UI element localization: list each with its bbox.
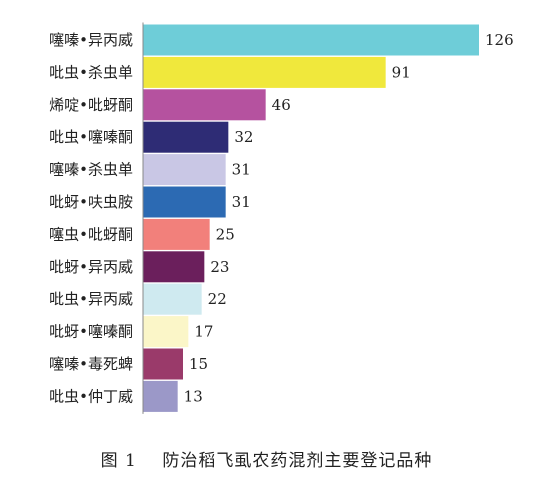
bar	[143, 348, 183, 380]
value-label: 13	[184, 387, 203, 405]
bar	[143, 56, 386, 88]
category-label: 吡虫•噻嗪酮	[49, 128, 133, 146]
bar	[143, 186, 226, 218]
category-label: 吡蚜•噻嗪酮	[49, 323, 133, 341]
value-label: 15	[189, 355, 208, 373]
value-label: 46	[272, 96, 291, 114]
value-label: 23	[210, 258, 229, 276]
category-label: 吡蚜•呋虫胺	[49, 193, 133, 211]
value-label: 25	[216, 225, 235, 243]
value-label: 31	[232, 193, 251, 211]
category-label: 吡虫•异丙威	[49, 290, 133, 308]
figure-caption: 图 1 防治稻飞虱农药混剂主要登记品种	[100, 451, 433, 471]
value-label: 91	[392, 63, 411, 81]
value-label: 31	[232, 161, 251, 179]
bar	[143, 380, 178, 412]
bar	[143, 316, 189, 348]
value-label: 126	[485, 31, 514, 49]
bar	[143, 283, 202, 315]
bar	[143, 251, 205, 283]
category-label: 噻嗪•异丙威	[49, 31, 133, 49]
category-label: 吡虫•杀虫单	[49, 63, 133, 81]
bar	[143, 121, 229, 153]
bar	[143, 218, 210, 250]
category-label: 烯啶•吡蚜酮	[49, 96, 133, 114]
bar-chart: 噻嗪•异丙威 126 吡虫•杀虫单 91 烯啶•吡蚜酮 46 吡虫•噻嗪酮 32 噻嗪•杀虫单 3…	[49, 22, 514, 414]
bar	[143, 89, 266, 121]
bar	[143, 154, 226, 186]
category-label: 噻嗪•毒死蜱	[49, 355, 133, 373]
value-label: 22	[208, 290, 227, 308]
bar	[143, 24, 479, 56]
category-label: 吡虫•仲丁威	[49, 387, 133, 405]
value-label: 32	[234, 128, 253, 146]
category-label: 噻嗪•杀虫单	[49, 161, 133, 179]
value-label: 17	[194, 323, 213, 341]
category-label: 噻虫•吡蚜酮	[49, 225, 133, 243]
category-label: 吡蚜•异丙威	[49, 258, 133, 276]
